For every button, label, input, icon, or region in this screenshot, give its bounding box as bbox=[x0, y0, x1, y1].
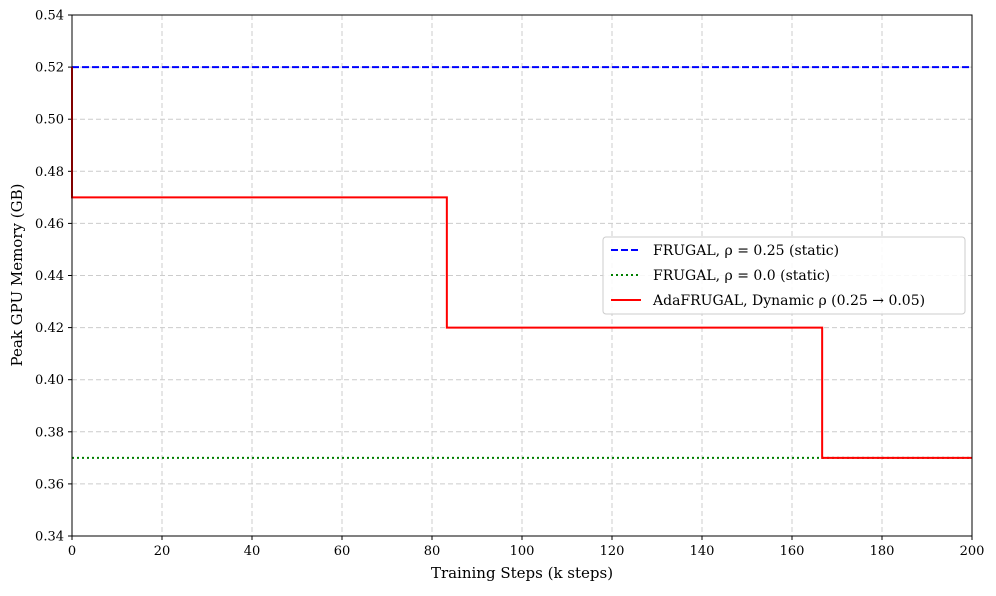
y-tick-label: 0.46 bbox=[35, 217, 64, 232]
legend-box bbox=[602, 236, 966, 315]
y-tick-label: 0.38 bbox=[35, 425, 64, 440]
x-tick-label: 60 bbox=[334, 544, 351, 559]
y-tick-label: 0.40 bbox=[35, 373, 64, 388]
y-axis-label: Peak GPU Memory (GB) bbox=[8, 184, 26, 367]
legend: FRUGAL, ρ = 0.25 (static) FRUGAL, ρ = 0.0… bbox=[602, 236, 966, 315]
y-tick-label: 0.34 bbox=[35, 530, 64, 545]
x-tick-label: 140 bbox=[690, 544, 715, 559]
legend-label: AdaFRUGAL, Dynamic ρ (0.25 → 0.05) bbox=[652, 293, 925, 309]
x-tick-label: 120 bbox=[600, 544, 625, 559]
y-tick-label: 0.48 bbox=[35, 165, 64, 180]
x-tick-label: 160 bbox=[780, 544, 805, 559]
x-tick-label: 180 bbox=[870, 544, 895, 559]
y-tick-label: 0.54 bbox=[35, 9, 64, 24]
x-tick-label: 80 bbox=[424, 544, 441, 559]
x-tick-label: 20 bbox=[154, 544, 171, 559]
x-tick-label: 100 bbox=[510, 544, 535, 559]
legend-label: FRUGAL, ρ = 0.0 (static) bbox=[653, 268, 830, 284]
x-axis-label: Training Steps (k steps) bbox=[431, 564, 613, 582]
x-tick-label: 0 bbox=[68, 544, 76, 559]
y-tick-label: 0.44 bbox=[35, 269, 64, 284]
y-tick-label: 0.50 bbox=[35, 113, 64, 128]
plot-frame bbox=[71, 14, 973, 537]
y-tick-label: 0.42 bbox=[35, 321, 64, 336]
y-tick-label: 0.52 bbox=[35, 61, 64, 76]
y-tick-label: 0.36 bbox=[35, 477, 64, 492]
x-tick-label: 200 bbox=[960, 544, 985, 559]
legend-label: FRUGAL, ρ = 0.25 (static) bbox=[653, 243, 839, 259]
x-tick-label: 40 bbox=[244, 544, 261, 559]
